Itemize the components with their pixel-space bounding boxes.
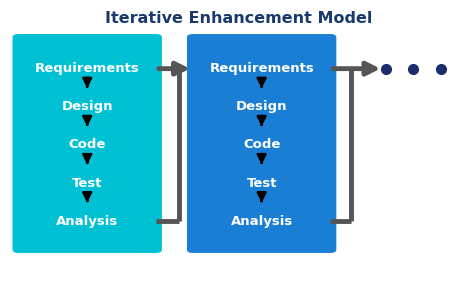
Text: Analysis: Analysis (230, 215, 293, 228)
Text: Code: Code (68, 138, 106, 152)
Text: Design: Design (236, 100, 287, 113)
Text: Analysis: Analysis (56, 215, 118, 228)
Text: Design: Design (62, 100, 113, 113)
Text: Code: Code (243, 138, 280, 152)
Text: Iterative Enhancement Model: Iterative Enhancement Model (105, 11, 372, 26)
Text: Test: Test (72, 177, 102, 190)
FancyBboxPatch shape (11, 33, 163, 254)
FancyBboxPatch shape (186, 33, 337, 254)
Text: Requirements: Requirements (209, 62, 314, 75)
Text: Test: Test (246, 177, 277, 190)
Text: Requirements: Requirements (35, 62, 140, 75)
